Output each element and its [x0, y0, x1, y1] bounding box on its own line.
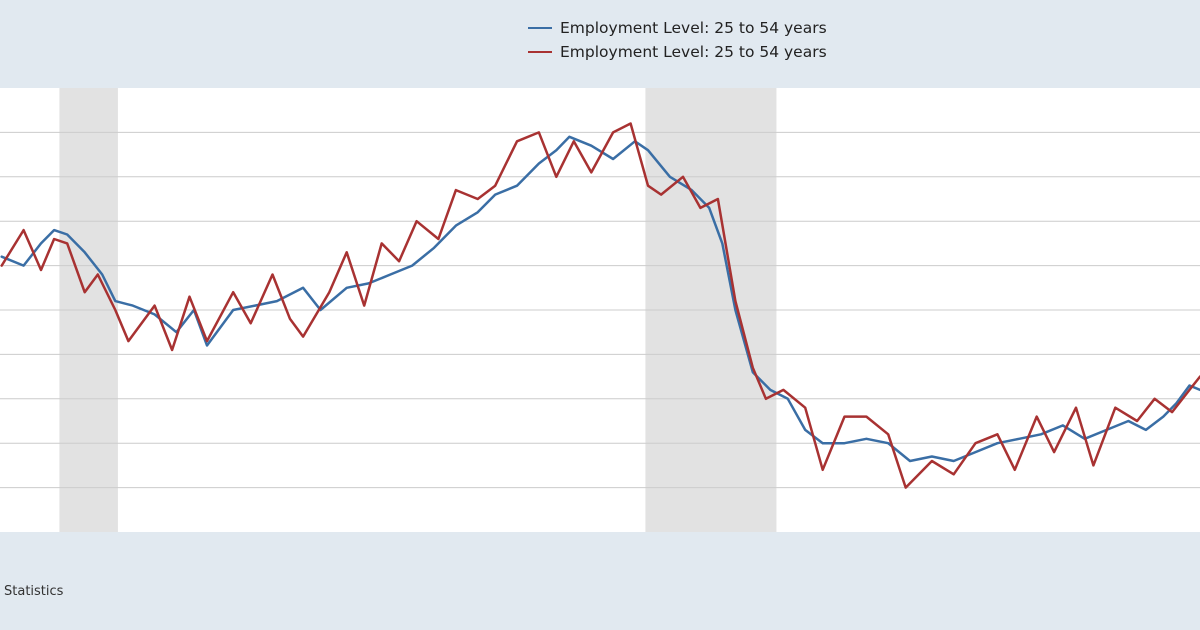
series-line-blue — [0, 135, 1200, 463]
legend-label-red: Employment Level: 25 to 54 years — [560, 43, 827, 61]
line-chart: 2002200420062008201020122014 — [0, 88, 1200, 566]
source-credit: Statistics — [4, 584, 64, 599]
legend-item-red[interactable]: Employment Level: 25 to 54 years — [528, 40, 827, 64]
chart-legend: Employment Level: 25 to 54 years Employm… — [528, 16, 827, 64]
legend-swatch-red — [528, 51, 552, 53]
plot-area: 2002200420062008201020122014 — [0, 88, 1200, 566]
series-line-red — [0, 122, 1200, 489]
legend-label-blue: Employment Level: 25 to 54 years — [560, 19, 827, 37]
legend-item-blue[interactable]: Employment Level: 25 to 54 years — [528, 16, 827, 40]
legend-swatch-blue — [528, 27, 552, 29]
